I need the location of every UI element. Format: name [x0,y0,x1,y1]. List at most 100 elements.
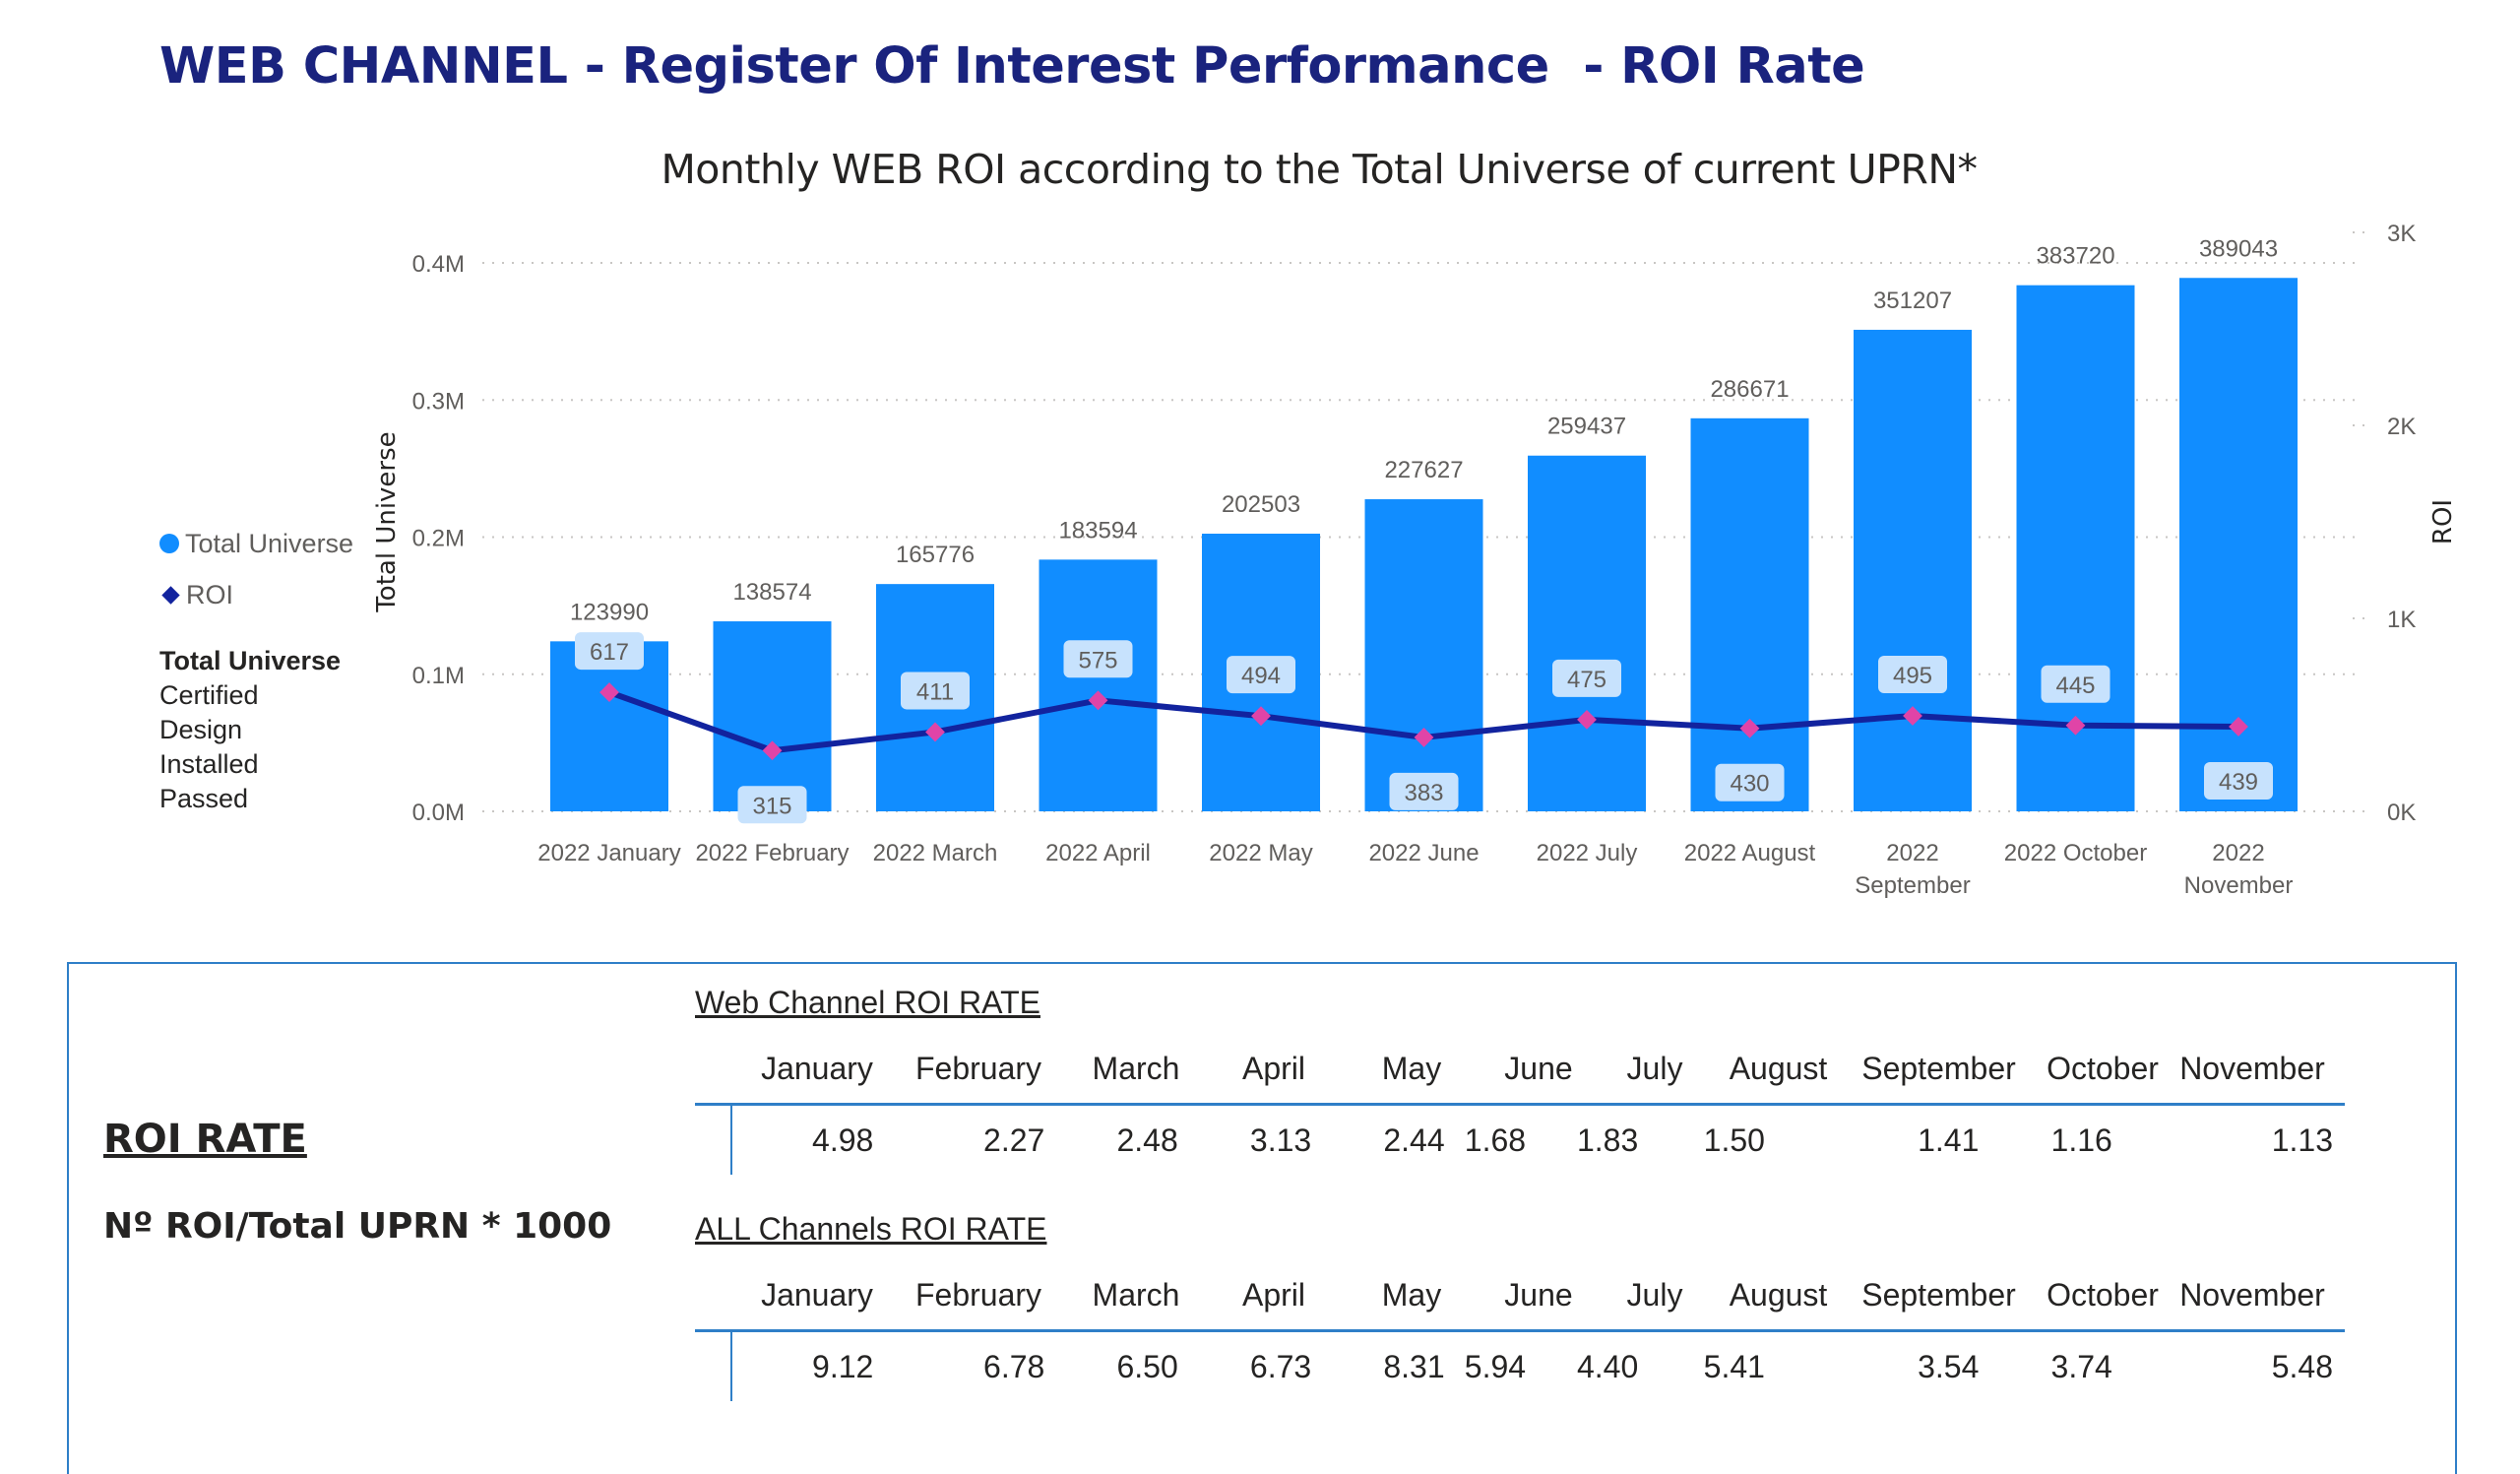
legend-item-roi[interactable]: ROI [159,569,353,620]
roi-data-label-bg [1227,656,1295,694]
roi-rate-heading: ROI RATE [103,1117,307,1162]
total-universe-slicer: Total Universe Certified Design Installe… [159,644,341,816]
table-cell: 1.83 [1576,1122,1639,1158]
x-tick-label: 2022 August [1684,840,1816,866]
roi-data-label-bg [901,672,970,710]
table-cell: 2.27 [983,1122,1045,1158]
slicer-item-certified[interactable]: Certified [159,680,259,710]
bar-data-label: 286671 [1710,376,1789,403]
table-cell: 5.48 [2271,1348,2333,1384]
y2-tick-label: 2K [2387,414,2416,440]
table-cell: 3.74 [2050,1348,2112,1384]
roi-data-label: 617 [590,639,629,666]
bar [1854,329,1972,811]
table-cell: 5.94 [1464,1348,1527,1384]
column-header[interactable]: February [914,1050,1042,1086]
table-cell: 3.54 [1918,1348,1980,1384]
bar [1039,559,1158,811]
bar [1528,455,1646,811]
column-header[interactable]: March [1092,1050,1180,1086]
y2-tick-label: 1K [2387,607,2416,633]
roi-marker [762,740,783,761]
column-header[interactable]: August [1729,1276,1828,1313]
legend-label: ROI [186,579,234,609]
table-cell: 5.41 [1703,1348,1765,1384]
y-tick-label: 0.0M [412,800,465,826]
column-header[interactable]: June [1504,1050,1573,1086]
column-header[interactable]: June [1504,1276,1573,1313]
roi-marker [1903,706,1922,726]
legend-item-total-universe[interactable]: Total Universe [159,518,353,569]
table-cell: 3.13 [1249,1122,1312,1158]
bar [1690,417,1809,811]
roi-data-label-bg [1389,772,1459,810]
column-header[interactable]: February [914,1276,1042,1313]
column-header[interactable]: September [1861,1050,2016,1086]
table-cell: 1.68 [1464,1122,1527,1158]
column-header[interactable]: July [1626,1050,1683,1086]
circle-icon [159,534,179,553]
column-header[interactable]: July [1626,1276,1683,1313]
roi-data-label: 439 [2219,769,2258,796]
chart-legend: Total Universe ROI [159,518,353,620]
bar-data-label: 351207 [1873,288,1952,314]
table-cell: 6.50 [1116,1348,1178,1384]
roi-marker [2065,715,2086,736]
table-row: 4.98 2.27 2.48 3.13 2.44 1.68 1.83 1.50 1.41 1.16… [695,1103,2345,1175]
column-header[interactable]: January [761,1050,873,1086]
table-cell: 4.40 [1576,1348,1639,1384]
roi-data-label: 411 [916,678,954,705]
table-cell: 1.41 [1918,1122,1980,1158]
roi-data-label-bg [1552,659,1621,697]
bar-data-label: 202503 [1222,491,1300,518]
table-title: ALL Channels ROI RATE [695,1211,1047,1247]
column-header[interactable]: October [2047,1050,2159,1086]
roi-data-label-bg [737,786,807,824]
bar-data-label: 183594 [1058,517,1137,544]
roi-marker [925,722,945,742]
x-tick-label: 2022 April [1045,840,1151,866]
roi-rate-formula: Nº ROI/Total UPRN * 1000 [103,1206,612,1247]
x-tick-label: 2022 July [1537,840,1638,866]
slicer-item-design[interactable]: Design [159,715,243,744]
column-header[interactable]: May [1381,1276,1442,1313]
column-header[interactable]: August [1729,1050,1828,1086]
combo-chart: 0.0M 0.1M 0.2M 0.3M 0.4M 0K 1K 2K 3K Total Univer… [372,221,2458,899]
column-header[interactable]: October [2047,1276,2159,1313]
roi-data-label-bg [2041,665,2110,703]
y-tick-label: 0.1M [412,663,465,689]
table-header-row: January February March April May June July Augu… [695,1260,2345,1329]
web-channel-roi-table: Web Channel ROI RATE January February Marc… [695,985,2345,1175]
column-header[interactable]: April [1241,1050,1305,1086]
roi-marker [2229,717,2248,737]
x-tick-label: 2022 October [2004,840,2147,866]
bar-data-label: 227627 [1384,457,1463,483]
roi-marker [1577,710,1597,730]
diamond-icon [161,585,180,605]
column-header[interactable]: May [1381,1050,1442,1086]
roi-marker [599,682,619,702]
slicer-item-passed[interactable]: Passed [159,784,249,813]
roi-data-label-bg [2204,761,2273,800]
table-cell: 6.73 [1249,1348,1312,1384]
bar [713,621,832,811]
table-title: Web Channel ROI RATE [695,985,1040,1020]
column-header[interactable]: April [1241,1276,1305,1313]
bar-data-label: 259437 [1547,414,1626,440]
y-tick-label: 0.4M [412,251,465,278]
bar-data-label: 383720 [2036,243,2114,270]
column-header[interactable]: January [761,1276,873,1313]
column-header[interactable]: September [1861,1276,2016,1313]
slicer-item-installed[interactable]: Installed [159,749,259,779]
x-tick-label: 2022 [2212,840,2264,866]
column-header[interactable]: March [1092,1276,1180,1313]
y2-tick-label: 3K [2387,221,2416,247]
roi-rate-panel [67,962,2457,1474]
roi-data-label: 494 [1241,663,1281,689]
column-header[interactable]: November [2179,1276,2325,1313]
chart-title: Monthly WEB ROI according to the Total U… [661,146,1978,193]
table-cell: 1.16 [2050,1122,2112,1158]
column-header[interactable]: November [2179,1050,2325,1086]
x-tick-label: 2022 [1886,840,1938,866]
roi-data-label: 495 [1893,663,1932,689]
